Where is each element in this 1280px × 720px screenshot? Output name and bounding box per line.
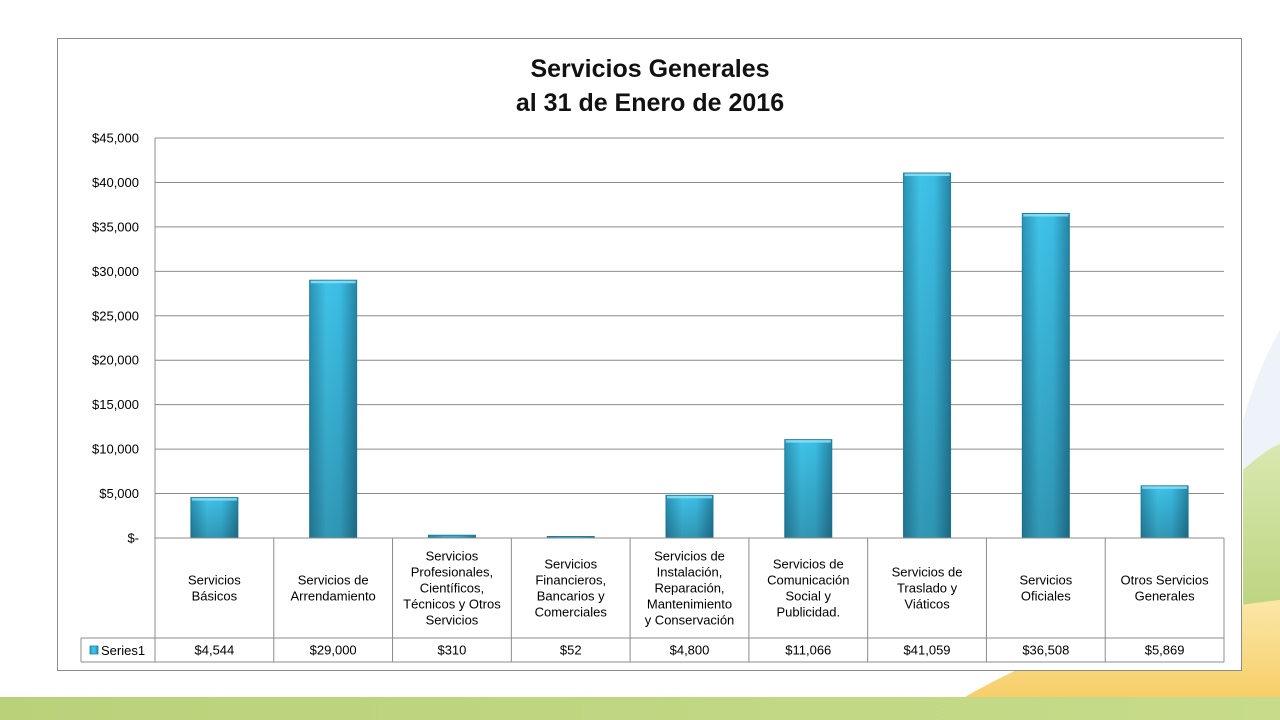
data-table: Servicios Básicos Servicios de Arrendamient… bbox=[80, 537, 1225, 663]
data-label: $310 bbox=[437, 643, 466, 658]
bars bbox=[190, 172, 1189, 539]
y-tick-label: $5,000 bbox=[99, 486, 139, 501]
y-tick-label: $15,000 bbox=[92, 397, 139, 412]
category-label: Servicios de Instalación, Reparación, Mante… bbox=[645, 549, 735, 628]
y-tick-label: $10,000 bbox=[92, 442, 139, 457]
bar bbox=[903, 172, 952, 539]
legend-key bbox=[89, 645, 99, 655]
category-label: Servicios Profesionales, Científicos, Técni… bbox=[403, 549, 501, 628]
category-label: Servicios de Arrendamiento bbox=[291, 573, 376, 604]
bar bbox=[1140, 485, 1189, 539]
chart-title-line-1: Servicios Generales bbox=[530, 55, 769, 83]
data-label: $29,000 bbox=[310, 643, 357, 658]
data-label: $11,066 bbox=[785, 643, 831, 658]
data-label: $5,869 bbox=[1145, 643, 1185, 658]
category-label: Otros Servicios Generales bbox=[1121, 573, 1210, 604]
category-label: Servicios Oficiales bbox=[1019, 573, 1072, 604]
data-label: $36,508 bbox=[1022, 643, 1069, 658]
y-tick-label: $25,000 bbox=[92, 308, 139, 323]
bar bbox=[190, 497, 239, 539]
data-label: $52 bbox=[560, 643, 582, 658]
bar bbox=[665, 494, 714, 539]
category-label: Servicios de Traslado y Viáticos bbox=[892, 565, 963, 612]
category-label: Servicios Básicos bbox=[188, 573, 241, 604]
chart-title-line-2: al 31 de Enero de 2016 bbox=[516, 89, 784, 117]
bar bbox=[309, 279, 358, 539]
bar bbox=[1021, 212, 1070, 539]
y-tick-label: $30,000 bbox=[92, 264, 139, 279]
y-tick-label: $20,000 bbox=[92, 353, 139, 368]
data-label: $4,800 bbox=[670, 643, 710, 658]
y-tick-label: $35,000 bbox=[92, 219, 139, 234]
y-axis-tick-labels: $- $5,000 $10,000 $15,000 $20,000 $25,000 $30,… bbox=[92, 131, 139, 546]
data-label: $41,059 bbox=[904, 643, 951, 658]
data-label: $4,544 bbox=[195, 643, 235, 658]
y-tick-label: $- bbox=[127, 531, 139, 546]
category-label: Servicios Financieros, Bancarios y Comercia… bbox=[535, 557, 608, 620]
category-label: Servicios de Comunicación Social y Publicid… bbox=[767, 557, 849, 620]
bar bbox=[784, 439, 833, 539]
series-name: Series1 bbox=[101, 643, 145, 658]
y-tick-label: $40,000 bbox=[92, 175, 139, 190]
y-tick-label: $45,000 bbox=[92, 131, 139, 146]
